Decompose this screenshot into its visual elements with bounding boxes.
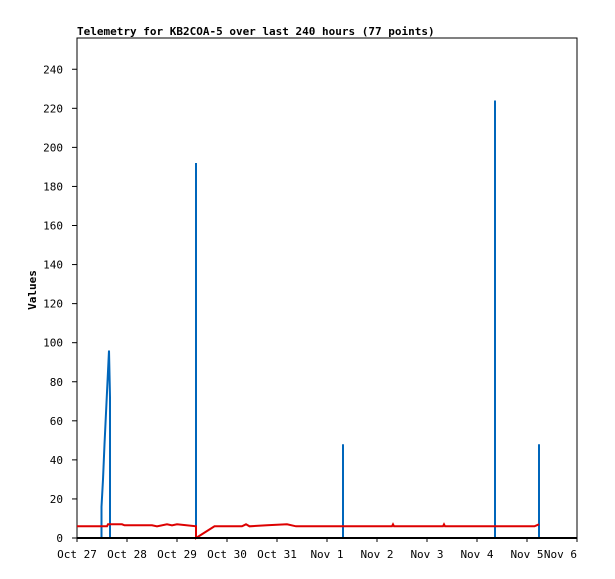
- y-tick-label: 180: [43, 180, 63, 193]
- y-tick-label: 0: [56, 532, 63, 545]
- y-tick-label: 40: [50, 454, 63, 467]
- x-tick-label: Nov 1: [310, 548, 343, 561]
- y-tick-label: 60: [50, 415, 63, 428]
- y-tick-label: 20: [50, 493, 63, 506]
- x-tick-label: Oct 27: [57, 548, 97, 561]
- x-tick-label: Oct 28: [107, 548, 147, 561]
- x-tick-label: Oct 30: [207, 548, 247, 561]
- y-tick-label: 80: [50, 376, 63, 389]
- y-tick-label: 120: [43, 298, 63, 311]
- series-line-1: [100, 100, 540, 539]
- x-tick-label: Nov 5: [510, 548, 543, 561]
- y-tick-label: 200: [43, 141, 63, 154]
- x-tick-label: Nov 4: [460, 548, 493, 561]
- y-tick-label: 140: [43, 259, 63, 272]
- chart-title: Telemetry for KB2COA-5 over last 240 hou…: [77, 25, 435, 38]
- x-tick-label: Nov 6: [544, 548, 577, 561]
- y-axis-ticks: 0 20 40 60 80 100 120 140 160 180 200 220 240: [43, 63, 77, 545]
- x-tick-label: Oct 29: [157, 548, 197, 561]
- y-tick-label: 220: [43, 102, 63, 115]
- x-tick-label: Oct 31: [257, 548, 297, 561]
- series-layer: [77, 100, 540, 540]
- x-tick-label: Nov 2: [360, 548, 393, 561]
- y-axis-title: Values: [26, 270, 39, 310]
- x-tick-label: Nov 3: [410, 548, 443, 561]
- y-tick-label: 160: [43, 220, 63, 233]
- y-tick-label: 240: [43, 63, 63, 76]
- x-axis-ticks: Oct 27 Oct 28 Oct 29 Oct 30 Oct 31 Nov 1 Nov 2…: [57, 538, 578, 561]
- y-tick-label: 100: [43, 337, 63, 350]
- series-line-2: [77, 522, 540, 540]
